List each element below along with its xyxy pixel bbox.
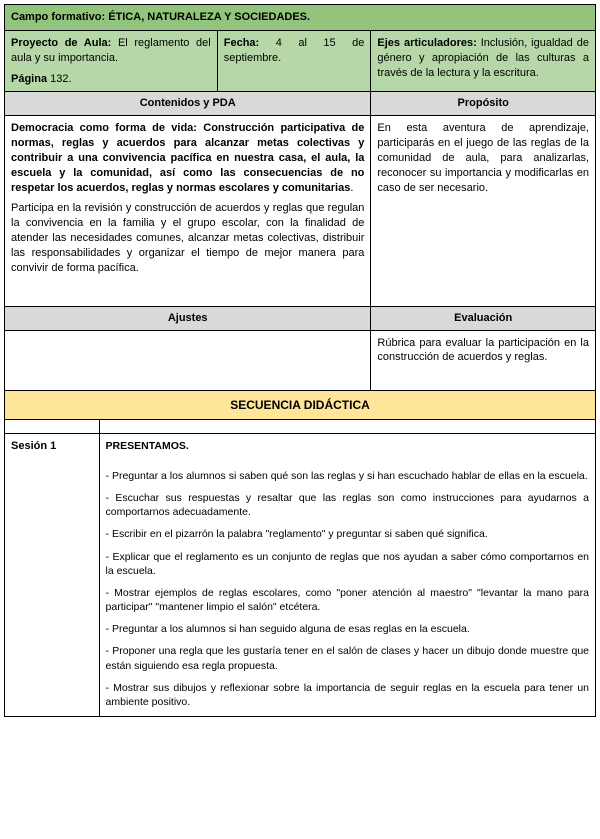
contenidos-text: Participa en la revisión y construcción … <box>11 201 364 275</box>
evaluacion-header: Evaluación <box>371 306 596 330</box>
proyecto-cell: Proyecto de Aula: El reglamento del aula… <box>5 30 218 92</box>
sesion1-label: Sesión 1 <box>5 433 100 716</box>
ejes-cell: Ejes articuladores: Inclusión, igualdad … <box>371 30 596 92</box>
pagina-label: Página <box>11 73 47 85</box>
bullet: - Mostrar ejemplos de reglas escolares, … <box>106 586 589 614</box>
bullet: - Preguntar a los alumnos si han seguido… <box>106 622 589 636</box>
sesion1-title: PRESENTAMOS. <box>106 439 589 453</box>
contenidos-body: Democracia como forma de vida: Construcc… <box>5 116 371 306</box>
proyecto-label: Proyecto de Aula: <box>11 37 111 49</box>
proposito-body: En esta aventura de aprendizaje, partici… <box>371 116 596 306</box>
bullet: - Preguntar a los alumnos si saben qué s… <box>106 469 589 483</box>
fecha-cell: Fecha: 4 al 15 de septiembre. <box>217 30 371 92</box>
pagina-value: 132. <box>50 73 71 85</box>
secuencia-header: SECUENCIA DIDÁCTICA <box>5 390 596 419</box>
bullet: - Explicar que el reglamento es un conju… <box>106 550 589 578</box>
campo-value: ÉTICA, NATURALEZA Y SOCIEDADES. <box>108 11 310 23</box>
bullet: - Mostrar sus dibujos y reflexionar sobr… <box>106 681 589 709</box>
proposito-header: Propósito <box>371 92 596 116</box>
contenidos-header: Contenidos y PDA <box>5 92 371 116</box>
planning-table: Campo formativo: ÉTICA, NATURALEZA Y SOC… <box>4 4 596 717</box>
evaluacion-body: Rúbrica para evaluar la participación en… <box>371 330 596 390</box>
contenidos-bold: Democracia como forma de vida: Construcc… <box>11 122 364 193</box>
fecha-label: Fecha: <box>224 37 259 49</box>
bullet: - Escribir en el pizarrón la palabra "re… <box>106 527 589 541</box>
campo-formativo-cell: Campo formativo: ÉTICA, NATURALEZA Y SOC… <box>5 5 596 31</box>
ajustes-body <box>5 330 371 390</box>
bullet: - Escuchar sus respuestas y resaltar que… <box>106 491 589 519</box>
campo-label: Campo formativo: <box>11 11 105 23</box>
sesion1-body: PRESENTAMOS. - Preguntar a los alumnos s… <box>99 433 595 716</box>
bullet: - Proponer una regla que les gustaría te… <box>106 644 589 672</box>
ejes-label: Ejes articuladores: <box>377 37 476 49</box>
ajustes-header: Ajustes <box>5 306 371 330</box>
